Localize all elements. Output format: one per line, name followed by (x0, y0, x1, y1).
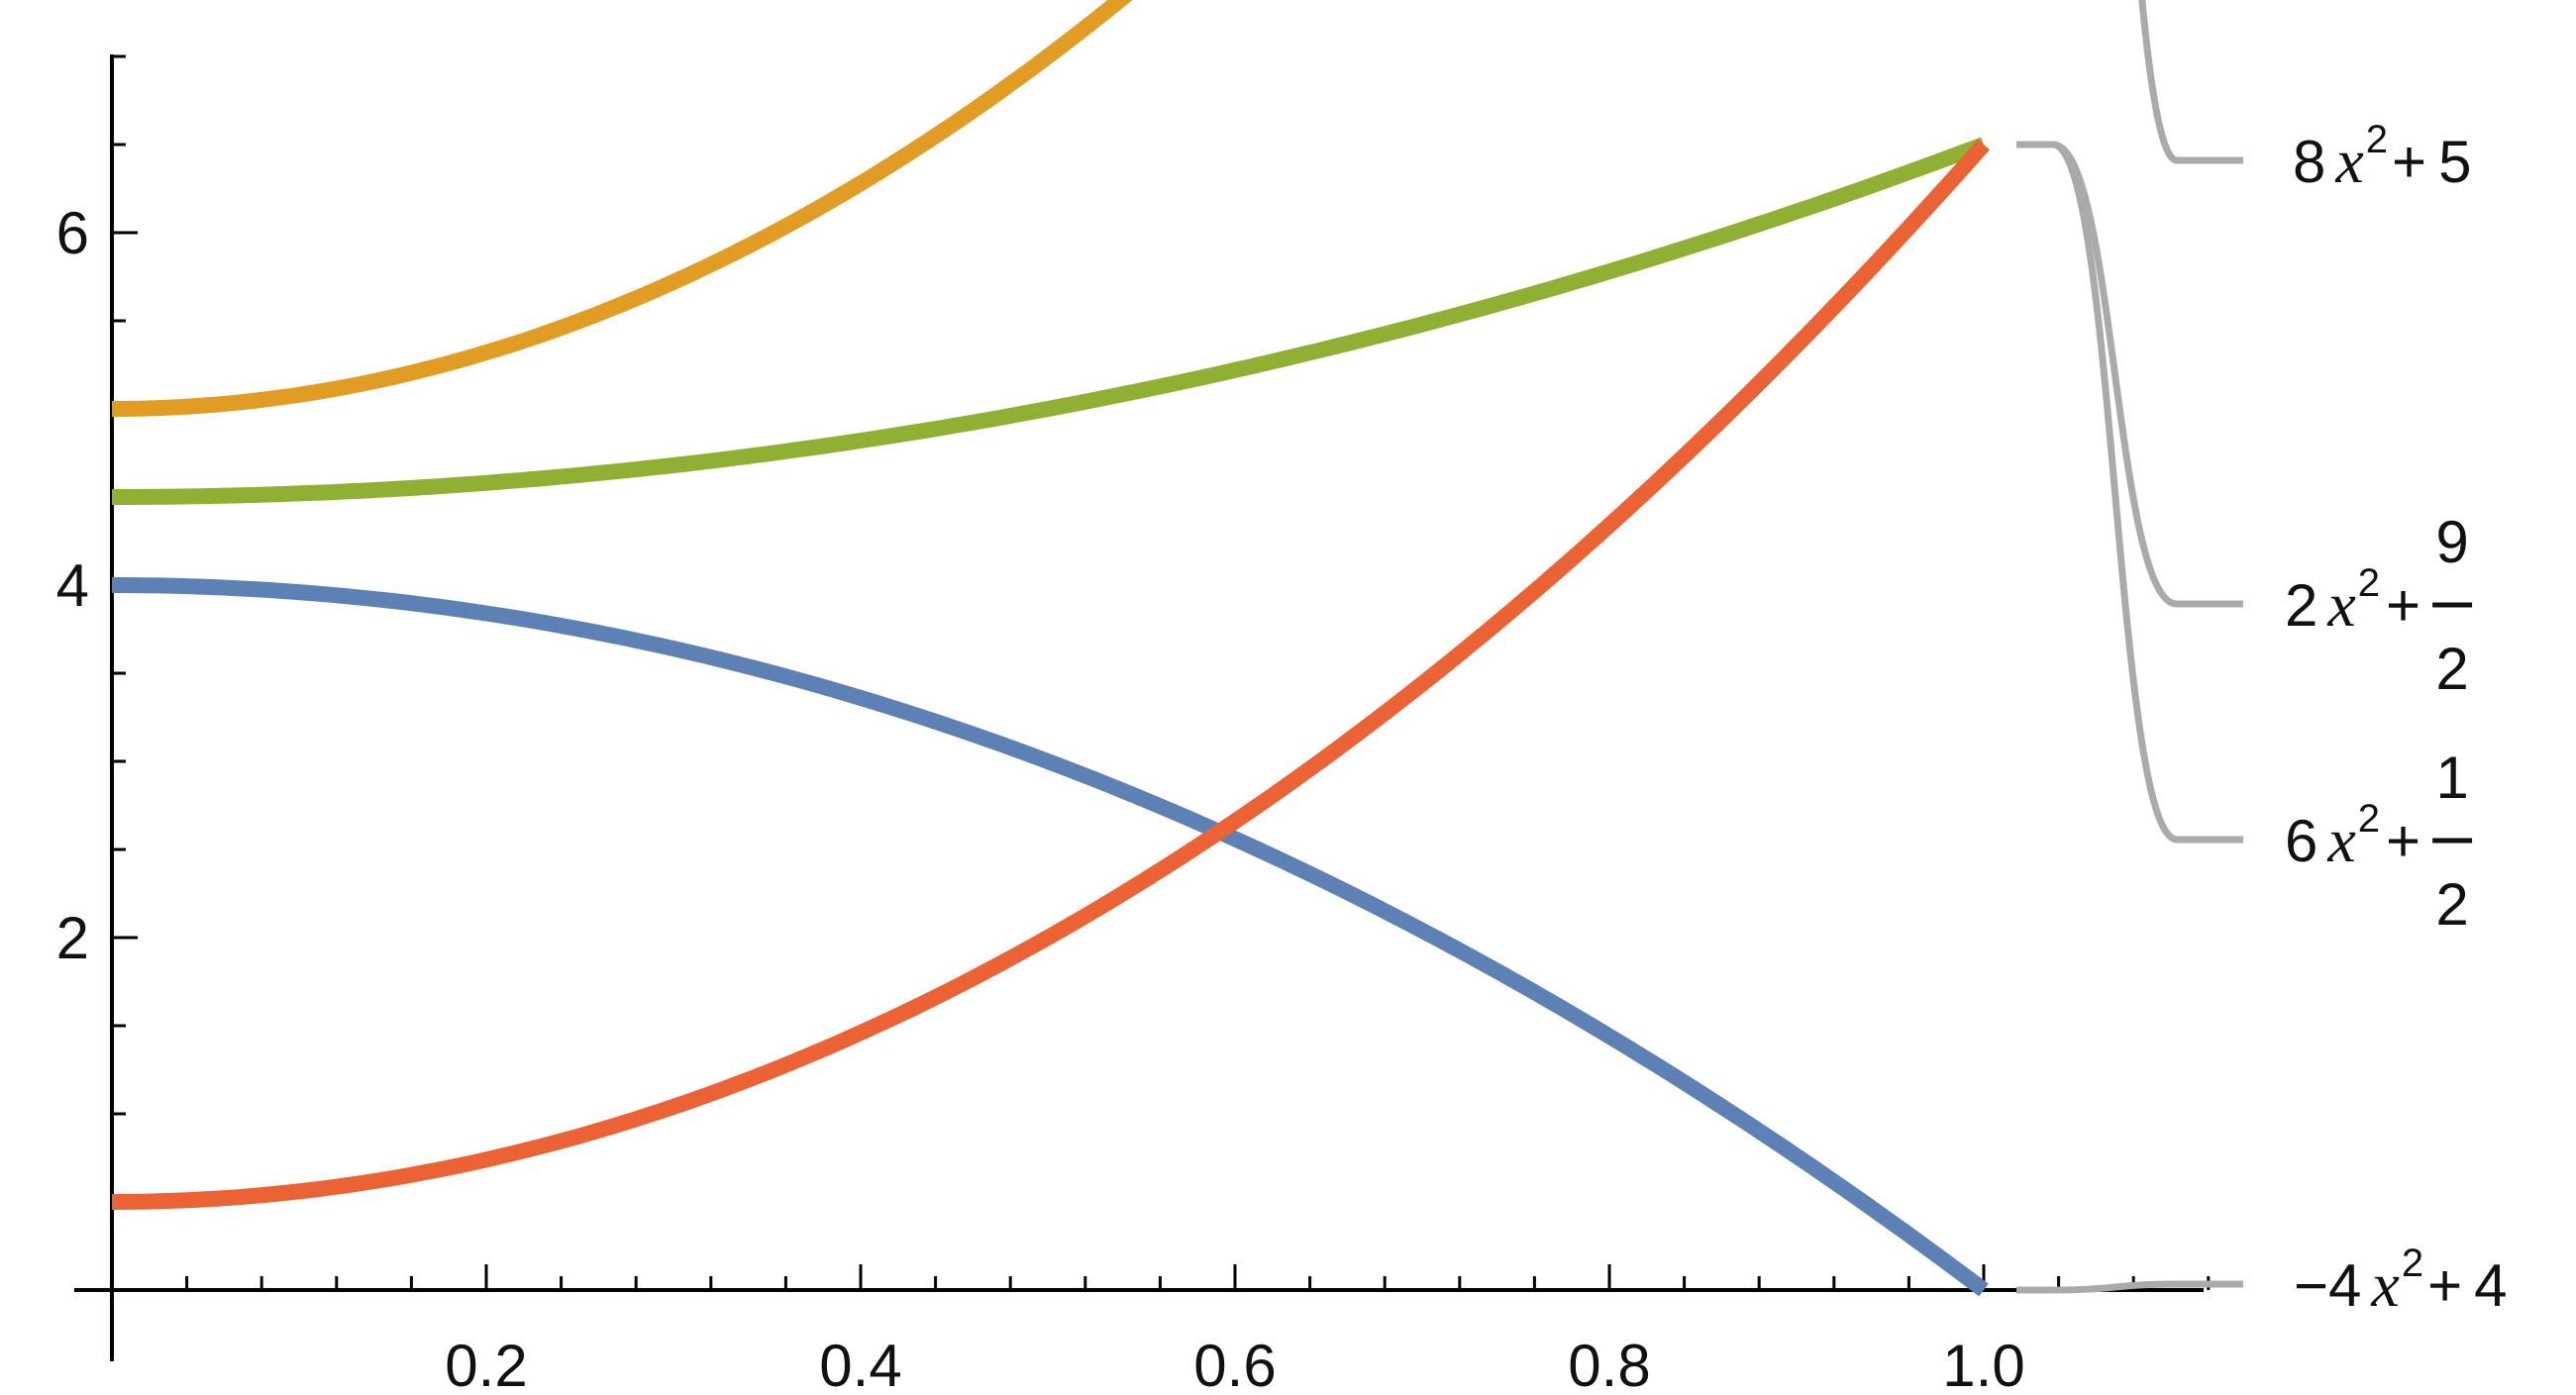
y-tick-label: 2 (56, 905, 89, 971)
series-label-green: 2 x2 + (2285, 561, 2421, 640)
leader-line-green (2016, 141, 2243, 608)
fraction-denominator: 2 (2435, 636, 2468, 702)
x-tick-label: 0.4 (819, 1333, 901, 1395)
series-lines (111, 0, 1990, 1297)
x-tick-label: 0.6 (1193, 1333, 1276, 1395)
fraction-numerator: 1 (2435, 745, 2468, 811)
series-line-red (111, 139, 1990, 1210)
series-labels: −4 x2+ 48 x2+ 52 x2 +926 x2 +12 (2016, 0, 2508, 1320)
series-label-orange: 8 x2+ 5 (2293, 118, 2471, 196)
axes: 0.20.40.60.81.02468101214 (56, 54, 2211, 1395)
series-label-red: 6 x2 + (2285, 797, 2421, 875)
fraction-denominator: 2 (2435, 871, 2468, 938)
series-line-orange (111, 0, 1133, 417)
y-tick-label: 4 (56, 552, 89, 619)
leader-line-red (2016, 141, 2243, 844)
series-line-green (112, 137, 1987, 505)
y-tick-label: 6 (56, 200, 89, 266)
series-line-blue (112, 577, 1989, 1297)
leader-line-orange (2138, 0, 2243, 164)
series-label-blue: −4 x2+ 4 (2294, 1242, 2508, 1320)
x-tick-label: 0.2 (445, 1333, 527, 1395)
leader-line-blue (2016, 1280, 2243, 1294)
x-tick-label: 1.0 (1942, 1333, 2024, 1395)
x-tick-label: 0.8 (1568, 1333, 1650, 1395)
fraction-numerator: 9 (2435, 509, 2468, 575)
